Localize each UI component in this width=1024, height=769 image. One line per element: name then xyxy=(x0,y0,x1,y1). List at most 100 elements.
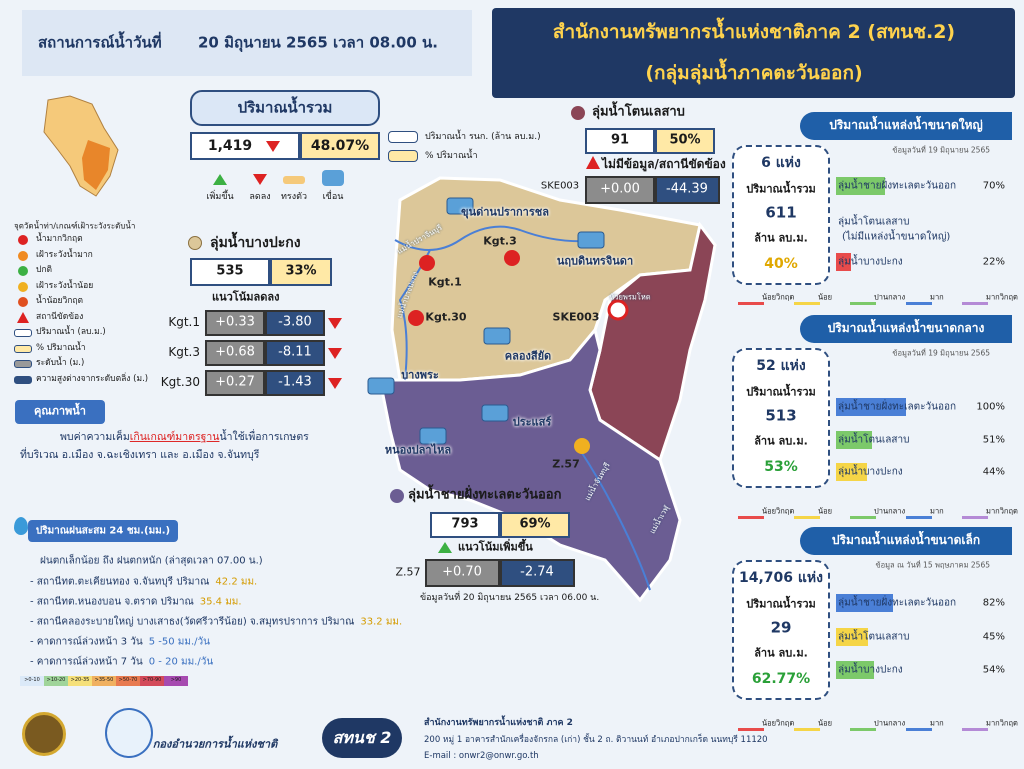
legend-swatch xyxy=(388,131,418,143)
dam-label: คลองสียัด xyxy=(504,349,552,363)
rain-scale-cell xyxy=(92,676,116,686)
value-label: 70% xyxy=(982,180,1005,192)
trend-icon xyxy=(328,318,342,329)
quality-text-part: พบค่าความเค็ม xyxy=(60,430,130,443)
river-label: ห้วยพรมโหด xyxy=(609,292,651,302)
trend-icon xyxy=(328,348,342,359)
panel-title: ปริมาณน้ำแหล่งน้ำขนาดเล็ก xyxy=(831,533,981,548)
station-marker xyxy=(419,255,435,271)
reservoir-bar xyxy=(836,628,868,646)
station-name: Z.57 xyxy=(395,565,421,579)
volume-box xyxy=(585,128,655,154)
bank-diff: -1.43 xyxy=(278,374,312,390)
legend-label: น้อย xyxy=(818,506,833,516)
basin-volume: 91 xyxy=(610,132,630,148)
reservoir-count: 6 แห่ง xyxy=(761,154,801,171)
bank-diff: -44.39 xyxy=(666,181,708,197)
reservoir-bar xyxy=(836,177,885,195)
reservoir-bar xyxy=(836,431,872,449)
legend-warning xyxy=(17,311,29,323)
legend-swatch xyxy=(962,302,988,305)
level-box xyxy=(585,176,655,204)
logo xyxy=(22,712,66,756)
level-box xyxy=(205,340,265,366)
dam-icons xyxy=(367,197,605,445)
legend-label: มาก xyxy=(930,718,944,728)
rain-title: ปริมาณฝนสะสม 24 ชม.(มม.) xyxy=(35,525,171,537)
legend-label: ปกติ xyxy=(36,265,53,276)
level-box xyxy=(205,370,265,396)
rain-text: - สถานีทต.หนองบอน จ.ตราด ปริมาณ xyxy=(30,596,194,608)
legend-swatch xyxy=(738,516,764,519)
basin-label: ลุ่มน้ำชายฝั่งทะเลตะวันออก xyxy=(838,597,957,609)
legend-label: มากวิกฤต xyxy=(986,506,1018,516)
drop-icon xyxy=(14,517,28,535)
summary-volume: 513 xyxy=(765,406,797,425)
header-box xyxy=(22,10,472,76)
inset-region xyxy=(82,140,110,190)
legend-label: ปานกลาง xyxy=(874,718,906,728)
total-title-box xyxy=(190,90,380,126)
legend-swatch xyxy=(14,329,32,337)
water-level: +0.33 xyxy=(215,314,255,330)
rain-summary: ฝนตกเล็กน้อย ถึง ฝนตกหนัก (ล่าสุดเวลา 07… xyxy=(40,555,263,567)
legend-label: มาก xyxy=(930,292,944,302)
legend-label: น้ำมากวิกฤต xyxy=(36,234,83,245)
badge-label: สทนช 2 xyxy=(332,727,392,747)
quality-text-part: เกินเกณฑ์มาตรฐาน xyxy=(129,430,220,443)
legend-label: ทรงตัว xyxy=(280,191,308,202)
rain-scale-cell xyxy=(20,676,44,686)
basin-percent: 50% xyxy=(669,132,701,148)
trend-icon xyxy=(253,174,267,185)
summary-box xyxy=(732,348,830,488)
rain-scale-label: >90 xyxy=(170,677,182,684)
legend-swatch xyxy=(962,728,988,731)
level-box xyxy=(425,559,500,587)
basin-name: ลุ่มน้ำโตนเลสาบ xyxy=(592,104,685,120)
percent-box xyxy=(270,258,332,286)
station-name: Kgt.3 xyxy=(168,345,200,360)
station-name: Kgt.30 xyxy=(160,375,200,390)
reservoir-bar xyxy=(836,253,852,271)
total-percent-box xyxy=(300,132,380,160)
rain-scale-label: >50-70 xyxy=(118,677,138,684)
station-label: SKE003 xyxy=(552,310,600,324)
legend-label: ปานกลาง xyxy=(874,506,906,516)
river xyxy=(579,449,651,591)
legend-swatch xyxy=(906,728,932,731)
trend-icon xyxy=(213,174,227,185)
legend-dot xyxy=(18,281,28,292)
legend-label: เฝ้าระวังน้ำน้อย xyxy=(36,280,94,291)
dam-label: ประแสร์ xyxy=(512,415,552,429)
legend-label: น้อยวิกฤต xyxy=(762,718,795,728)
legend-label: ปริมาณน้ำ รนก. (ล้าน ลบ.ม.) xyxy=(425,131,541,142)
legend-swatch xyxy=(794,728,820,731)
basin-label: ลุ่มน้ำบางปะกง xyxy=(838,466,903,478)
legend-swatch xyxy=(14,344,32,353)
value-label: 100% xyxy=(976,401,1005,413)
reservoir-bar xyxy=(836,661,874,679)
quality-text: ที่บริเวณ อ.เมือง จ.ฉะเชิงเทรา และ อ.เมื… xyxy=(20,448,260,461)
station-marker xyxy=(574,438,590,454)
inset-map xyxy=(43,95,119,197)
basin-percent: 69% xyxy=(519,516,551,532)
station-label: Z.57 xyxy=(552,457,580,471)
trend-label: แนวโน้มเพิ่มขึ้น xyxy=(458,540,533,554)
legend-swatch xyxy=(738,302,764,305)
rain-pill xyxy=(28,520,178,542)
summary-label: ปริมาณน้ำรวม xyxy=(746,597,816,611)
reservoir-count: 14,706 แห่ง xyxy=(739,569,823,586)
legend-swatch xyxy=(962,516,988,519)
logo xyxy=(105,708,153,758)
percent-box xyxy=(500,512,570,538)
rain-value: 42.2 มม. xyxy=(215,576,258,588)
basin-dot xyxy=(571,106,585,120)
rain-value: 35.4 มม. xyxy=(199,596,242,608)
basin-dot xyxy=(390,489,404,503)
data-time: เวลา 06.00 น. xyxy=(540,592,600,603)
bank-diff: -8.11 xyxy=(278,344,312,360)
summary-volume: 29 xyxy=(770,618,792,637)
rain-line: - สถานีทต.หนองบอน จ.ตราด ปริมาณ 35.4 มม. xyxy=(30,596,242,608)
